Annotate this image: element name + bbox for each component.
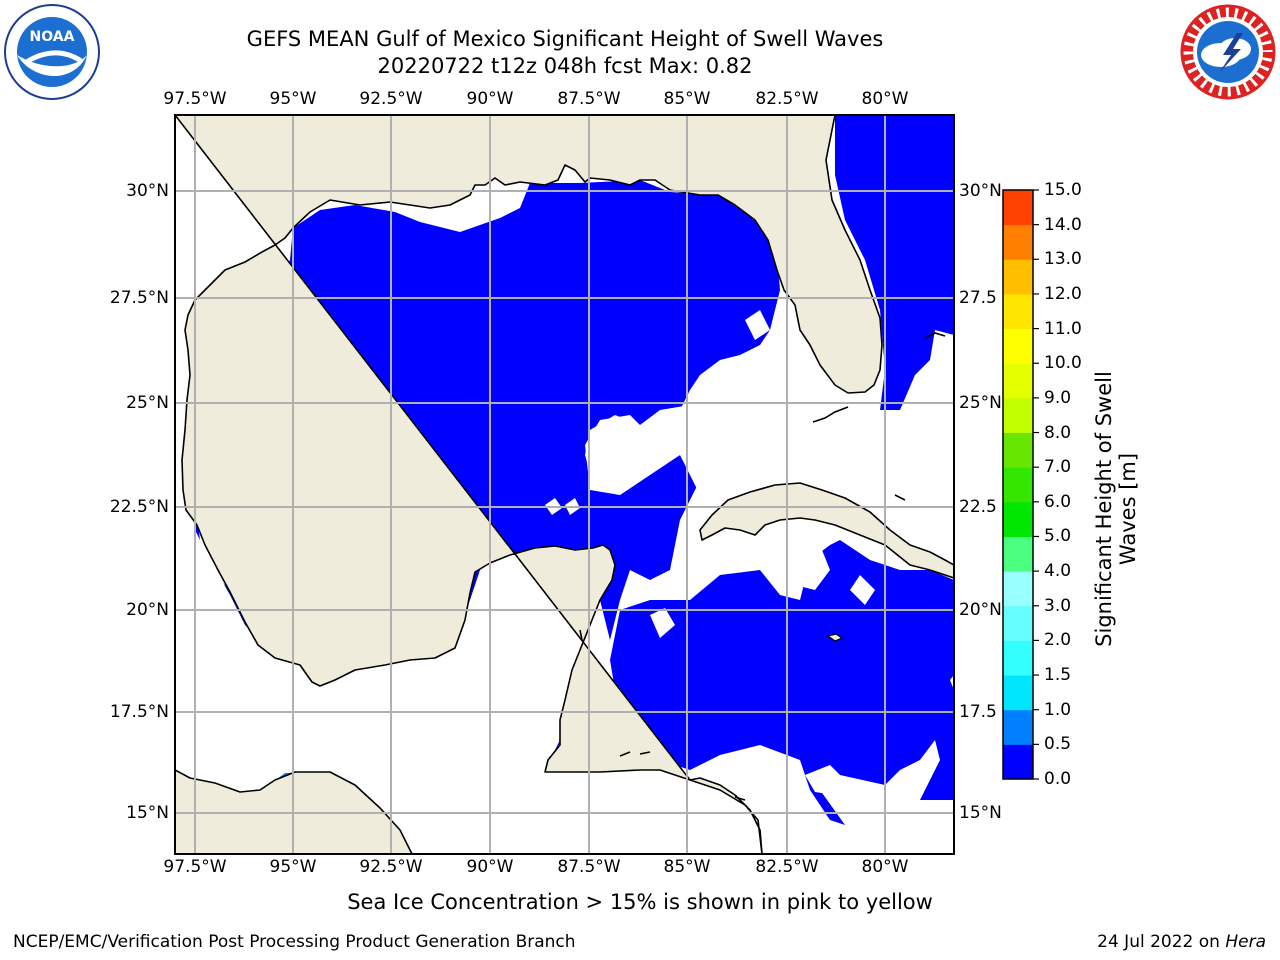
chart-title: GEFS MEAN Gulf of Mexico Significant Hei…	[246, 27, 884, 51]
land-north-america	[175, 115, 883, 854]
colorbar-frame	[1002, 189, 1034, 780]
colorbar-segment	[1003, 501, 1033, 537]
colorbar-tick-label: 1.5	[1044, 665, 1072, 686]
footer-credit: NCEP/EMC/Verification Post Processing Pr…	[13, 932, 576, 952]
colorbar-segment	[1003, 224, 1033, 260]
atlantic-swell-area	[835, 115, 954, 410]
lat-label-right: 20°N	[959, 600, 1002, 620]
colorbar-tick-label: 6.0	[1044, 491, 1072, 512]
lat-label-left: 30°N	[126, 181, 169, 201]
graticule	[175, 115, 954, 854]
lat-label-right: 27.5	[959, 288, 997, 308]
colorbar-segment	[1003, 293, 1033, 330]
lat-label-left: 15°N	[126, 803, 169, 823]
footer-date-text: 24 Jul 2022 on	[1097, 932, 1226, 952]
lat-label-right: 17.5	[959, 702, 997, 722]
map-frame	[174, 114, 955, 855]
lat-label-left: 20°N	[126, 600, 169, 620]
colorbar-tick-label: 4.0	[1044, 561, 1072, 582]
colorbar-segment	[1003, 744, 1033, 780]
colorbar-tick-label: 11.0	[1044, 318, 1082, 339]
colorbar-tick-label: 7.0	[1044, 457, 1072, 478]
colorbar-tick-label: 14.0	[1044, 214, 1082, 235]
colorbar-label: Significant Height of Swell Waves [m]	[1092, 309, 1140, 709]
colorbar-tick-label: 13.0	[1044, 249, 1082, 270]
colorbar-segment	[1003, 536, 1033, 572]
noaa-logo-text: NOAA	[30, 29, 75, 45]
lon-label-bottom: 80°W	[861, 857, 909, 877]
colorbar-segment	[1003, 571, 1033, 607]
lon-label-bottom: 90°W	[466, 857, 514, 877]
lat-label-right: 25°N	[959, 393, 1002, 413]
lon-label-bottom: 92.5°W	[359, 857, 423, 877]
colorbar-segment	[1003, 709, 1033, 745]
lat-label-right: 22.5	[959, 497, 997, 517]
colorbar-segment	[1003, 605, 1033, 641]
lat-label-left: 17.5°N	[109, 702, 169, 722]
colorbar-tick-label: 5.0	[1044, 526, 1072, 547]
colorbar-segment	[1003, 467, 1033, 503]
colorbar-segment	[1003, 190, 1033, 226]
lon-label-top: 80°W	[861, 89, 909, 109]
colorbar	[1002, 189, 1039, 780]
lon-label-top: 90°W	[466, 89, 514, 109]
colorbar-tick-label: 2.0	[1044, 630, 1072, 651]
lon-label-top: 97.5°W	[163, 89, 227, 109]
colorbar-tick-label: 0.5	[1044, 734, 1072, 755]
lon-label-top: 82.5°W	[755, 89, 819, 109]
noaa-logo: NOAA	[3, 3, 101, 101]
lat-label-left: 27.5°N	[109, 288, 169, 308]
colorbar-label-line2: Waves [m]	[1116, 452, 1140, 566]
colorbar-tick-label: 8.0	[1044, 422, 1072, 443]
colorbar-segment	[1003, 363, 1033, 399]
islands	[579, 332, 946, 801]
lon-label-bottom: 85°W	[663, 857, 711, 877]
lon-label-top: 87.5°W	[557, 89, 621, 109]
colorbar-tick-label: 15.0	[1044, 180, 1082, 200]
lat-label-left: 22.5°N	[109, 497, 169, 517]
lat-label-right: 30°N	[959, 181, 1002, 201]
colorbar-tick-label: 3.0	[1044, 595, 1072, 616]
colorbar-label-line1: Significant Height of Swell	[1092, 371, 1116, 647]
colorbar-segment	[1003, 640, 1033, 676]
lon-label-top: 95°W	[269, 89, 317, 109]
colorbar-segment	[1003, 675, 1033, 711]
colorbar-segment	[1003, 259, 1033, 295]
colorbar-tick-label: 0.0	[1044, 769, 1072, 789]
lon-label-bottom: 97.5°W	[163, 857, 227, 877]
lon-label-top: 85°W	[663, 89, 711, 109]
lon-label-bottom: 95°W	[269, 857, 317, 877]
colorbar-segment	[1003, 328, 1033, 364]
land-jamaica	[827, 633, 843, 642]
colorbar-tick-label: 10.0	[1044, 353, 1082, 374]
footer-host: Hera	[1225, 932, 1266, 952]
colorbar-segment	[1003, 397, 1033, 434]
footer-date: 24 Jul 2022 on Hera	[1097, 932, 1266, 952]
lat-label-left: 25°N	[126, 393, 169, 413]
colorbar-segment	[1003, 432, 1033, 468]
lon-label-bottom: 82.5°W	[755, 857, 819, 877]
chart-subtitle: 20220722 t12z 048h fcst Max: 0.82	[377, 54, 753, 78]
colorbar-tick-label: 12.0	[1044, 283, 1082, 304]
lon-label-bottom: 87.5°W	[557, 857, 621, 877]
sea-ice-note: Sea Ice Concentration > 15% is shown in …	[347, 890, 933, 914]
colorbar-tick-label: 9.0	[1044, 387, 1072, 408]
lon-label-top: 92.5°W	[359, 89, 423, 109]
colorbar-tick-label: 1.0	[1044, 699, 1072, 720]
lat-label-right: 15°N	[959, 803, 1002, 823]
nws-logo	[1179, 3, 1277, 101]
